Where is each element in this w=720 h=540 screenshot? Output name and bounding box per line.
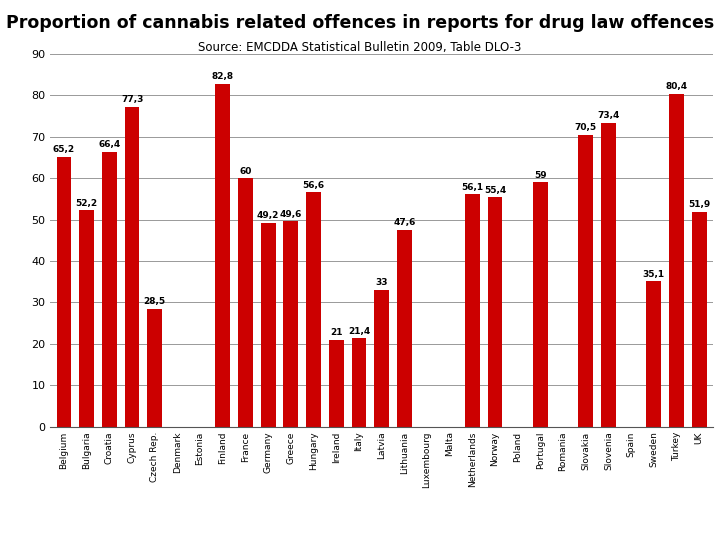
Bar [533, 183, 548, 427]
Text: 47,6: 47,6 [393, 218, 415, 227]
Bar [102, 152, 117, 427]
Text: 35,1: 35,1 [643, 270, 665, 279]
Bar [465, 194, 480, 427]
Bar [692, 212, 706, 427]
Bar [148, 309, 162, 427]
Text: 59: 59 [534, 171, 546, 180]
Text: 33: 33 [375, 279, 388, 287]
Bar [284, 221, 298, 427]
Text: 28,5: 28,5 [144, 297, 166, 306]
Bar [125, 106, 140, 427]
Bar [261, 223, 276, 427]
Text: 70,5: 70,5 [575, 123, 597, 132]
Text: 55,4: 55,4 [484, 186, 506, 195]
Text: 52,2: 52,2 [76, 199, 98, 208]
Text: 49,2: 49,2 [257, 212, 279, 220]
Text: 66,4: 66,4 [98, 140, 120, 149]
Bar [647, 281, 661, 427]
Text: 49,6: 49,6 [279, 210, 302, 219]
Text: 56,6: 56,6 [302, 181, 325, 190]
Bar [57, 157, 71, 427]
Text: 51,9: 51,9 [688, 200, 711, 209]
Text: 60: 60 [239, 167, 252, 176]
Bar [329, 340, 343, 427]
Bar [487, 197, 503, 427]
Text: 56,1: 56,1 [462, 183, 483, 192]
Bar [79, 211, 94, 427]
Text: Proportion of cannabis related offences in reports for drug law offences: Proportion of cannabis related offences … [6, 14, 714, 31]
Bar [238, 178, 253, 427]
Bar [215, 84, 230, 427]
Bar [351, 338, 366, 427]
Text: 77,3: 77,3 [121, 95, 143, 104]
Text: 21: 21 [330, 328, 343, 337]
Text: 73,4: 73,4 [598, 111, 620, 120]
Bar [306, 192, 321, 427]
Bar [397, 230, 412, 427]
Text: 82,8: 82,8 [212, 72, 234, 82]
Bar [669, 94, 684, 427]
Bar [374, 290, 389, 427]
Text: 65,2: 65,2 [53, 145, 75, 154]
Bar [601, 123, 616, 427]
Text: 21,4: 21,4 [348, 327, 370, 335]
Text: Source: EMCDDA Statistical Bulletin 2009, Table DLO-3: Source: EMCDDA Statistical Bulletin 2009… [198, 40, 522, 53]
Text: 80,4: 80,4 [665, 82, 688, 91]
Bar [578, 134, 593, 427]
